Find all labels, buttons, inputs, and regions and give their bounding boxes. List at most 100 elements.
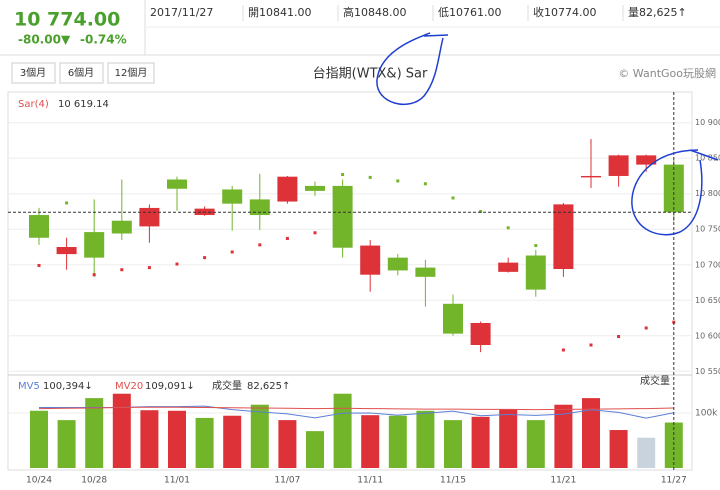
mv-legend: MV5 bbox=[18, 381, 40, 392]
candle-body bbox=[305, 185, 325, 191]
range-button[interactable] bbox=[107, 62, 155, 84]
candle-body bbox=[332, 185, 353, 248]
candle-body bbox=[139, 207, 160, 227]
volume-bar bbox=[637, 437, 656, 468]
candle-body bbox=[167, 179, 187, 189]
plot-frame bbox=[7, 91, 693, 471]
change-pct: -0.74% bbox=[80, 33, 127, 47]
volume-bar bbox=[30, 410, 48, 468]
range-button[interactable] bbox=[59, 62, 104, 84]
y-tick-label: 10 750 bbox=[695, 225, 720, 234]
sar-dot bbox=[92, 273, 96, 277]
sar-dot bbox=[341, 173, 345, 177]
x-tick-label: 11/01 bbox=[164, 476, 190, 486]
button-label[interactable]: 12個月 bbox=[115, 66, 148, 79]
volume-bar bbox=[554, 404, 573, 468]
x-tick-label: 11/07 bbox=[274, 476, 300, 486]
sar-dot bbox=[175, 262, 179, 266]
candle-body bbox=[581, 175, 601, 178]
sar-dot bbox=[396, 179, 400, 183]
candle-body bbox=[387, 257, 408, 271]
x-tick-label: 11/15 bbox=[440, 476, 466, 486]
volume-bar bbox=[140, 410, 159, 468]
sar-dot bbox=[479, 209, 483, 213]
button-label[interactable]: 6個月 bbox=[68, 66, 94, 79]
candle-body bbox=[443, 303, 463, 334]
sar-dot bbox=[644, 326, 648, 330]
volume-bar bbox=[582, 398, 600, 468]
y-tick-label: 10 550 bbox=[695, 367, 720, 376]
sar-dot bbox=[65, 201, 69, 205]
sar-dot bbox=[368, 175, 372, 179]
x-tick-label: 11/21 bbox=[550, 476, 576, 486]
volume-bar bbox=[195, 417, 214, 468]
sar-dot bbox=[147, 266, 151, 270]
volume-bar bbox=[223, 415, 242, 468]
volume-bar bbox=[499, 409, 518, 468]
volume-bar bbox=[278, 420, 297, 468]
plot: 10 550 10 600 10 650 10 700 10 750 10 800 10 8… bbox=[8, 92, 720, 486]
volume-bar bbox=[361, 415, 380, 468]
volume: 量82,625↑ bbox=[628, 6, 687, 19]
x-tick-label: 10/24 bbox=[26, 476, 52, 486]
volume-bar bbox=[471, 416, 490, 468]
candle-body bbox=[111, 220, 132, 234]
button-label[interactable]: 3個月 bbox=[20, 66, 46, 79]
mv-line bbox=[38, 406, 674, 411]
high: 高10848.00 bbox=[343, 5, 407, 19]
mv-legend-value: 109,091↓ bbox=[145, 381, 195, 392]
candle-body bbox=[498, 262, 519, 272]
y-tick-label: 10 900 bbox=[695, 118, 720, 127]
volume-panel-title: 成交量 bbox=[640, 374, 670, 387]
sar-dot bbox=[534, 244, 538, 248]
date: 2017/11/27 bbox=[150, 6, 213, 19]
mv-legend-value: 100,394↓ bbox=[43, 381, 93, 392]
candle-body bbox=[415, 267, 436, 277]
y-tick-label: 10 600 bbox=[695, 331, 720, 340]
volume-legend: 成交量 bbox=[212, 379, 242, 392]
mv-legend: MV20 bbox=[115, 381, 143, 392]
change: -80.00▼ bbox=[18, 33, 71, 47]
sar-dot bbox=[203, 256, 207, 260]
sar-dot bbox=[423, 182, 427, 186]
copyright: © WantGoo玩股網 bbox=[618, 66, 716, 80]
candle-body bbox=[84, 232, 105, 258]
candle-body bbox=[525, 255, 546, 290]
y-tick-label: 10 700 bbox=[695, 260, 720, 269]
candle-body bbox=[608, 155, 629, 176]
candle-body bbox=[360, 245, 381, 275]
close: 收10774.00 bbox=[533, 5, 597, 19]
sar-dot bbox=[451, 196, 455, 200]
volume-bar bbox=[112, 393, 131, 468]
sar-dot bbox=[230, 250, 234, 254]
volume-bar bbox=[526, 420, 545, 468]
volume-bar bbox=[388, 415, 407, 468]
volume-bar bbox=[306, 431, 324, 468]
volume-bar bbox=[609, 430, 628, 468]
candle-body bbox=[553, 204, 574, 270]
x-tick-label: 10/28 bbox=[81, 476, 107, 486]
open: 開10841.00 bbox=[248, 6, 312, 19]
sar-legend-value: 10 619.14 bbox=[58, 99, 109, 110]
sar-dot bbox=[258, 243, 262, 247]
volume-bar bbox=[416, 410, 435, 468]
candle-body bbox=[56, 246, 77, 255]
chart-title: 台指期(WTX&) Sar bbox=[313, 67, 428, 82]
volume-bar bbox=[85, 398, 104, 468]
volume-bar bbox=[57, 420, 76, 468]
sar-dot bbox=[506, 226, 510, 230]
candle-body bbox=[636, 155, 657, 165]
sar-dot bbox=[617, 334, 621, 338]
range-button[interactable] bbox=[11, 62, 56, 84]
candle-body bbox=[29, 215, 49, 238]
candle-body bbox=[222, 189, 243, 204]
volume-bar bbox=[168, 410, 186, 468]
y-tick-label: 10 650 bbox=[695, 296, 720, 305]
sar-dot bbox=[120, 268, 124, 272]
annotation-scribble bbox=[376, 32, 719, 236]
sar-dot bbox=[589, 343, 593, 347]
price: 10 774.00 bbox=[14, 9, 120, 31]
sar-dot bbox=[313, 231, 317, 235]
y-tick-label: 100k bbox=[695, 408, 718, 418]
